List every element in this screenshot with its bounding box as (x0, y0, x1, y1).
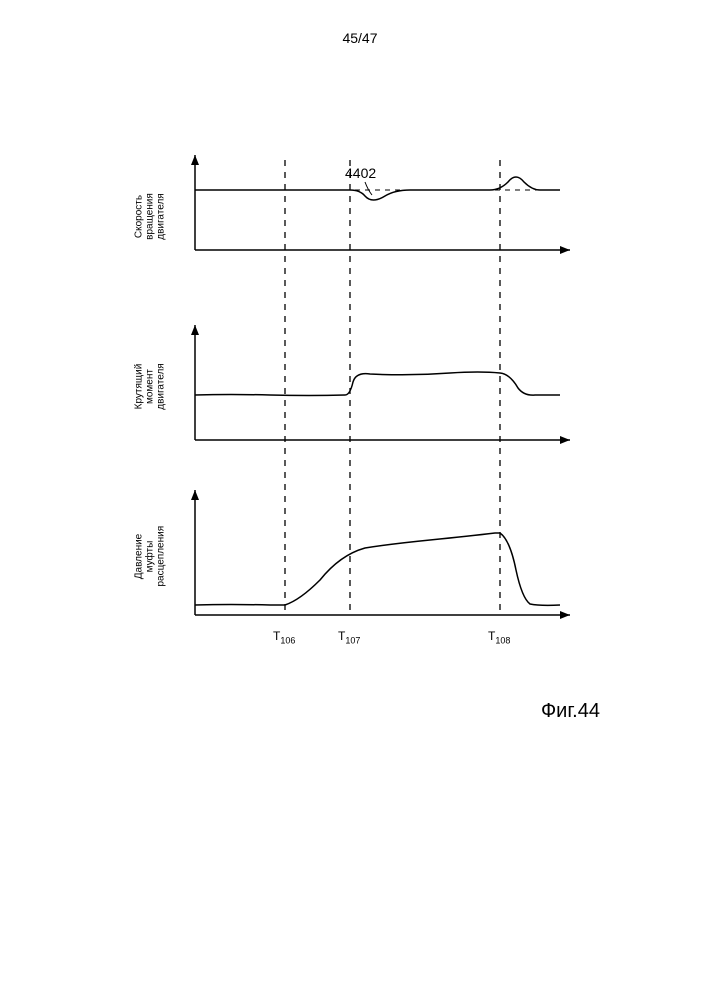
ylabel-engine-speed: Скорость вращения двигателя (134, 187, 167, 247)
ylabel-clutch-pressure: Давление муфты расцепления (134, 527, 167, 587)
time-label-t108: T108 (488, 629, 510, 645)
chart-engine-speed: Скорость вращения двигателя4402 (190, 160, 560, 280)
figure-area: Скорость вращения двигателя4402Крутящий … (130, 160, 570, 680)
svg-text:4402: 4402 (345, 165, 376, 181)
figure-caption: Фиг.44 (541, 700, 600, 723)
page-number: 45/47 (0, 30, 720, 46)
time-label-t107: T107 (338, 629, 360, 645)
chart-clutch-pressure: Давление муфты расцепления (190, 500, 560, 645)
page: 45/47 Скорость вращения двигателя4402Кру… (0, 0, 720, 999)
time-label-t106: T106 (273, 629, 295, 645)
ylabel-engine-torque: Крутящий момент двигателя (134, 357, 167, 417)
chart-engine-torque: Крутящий момент двигателя (190, 330, 560, 470)
